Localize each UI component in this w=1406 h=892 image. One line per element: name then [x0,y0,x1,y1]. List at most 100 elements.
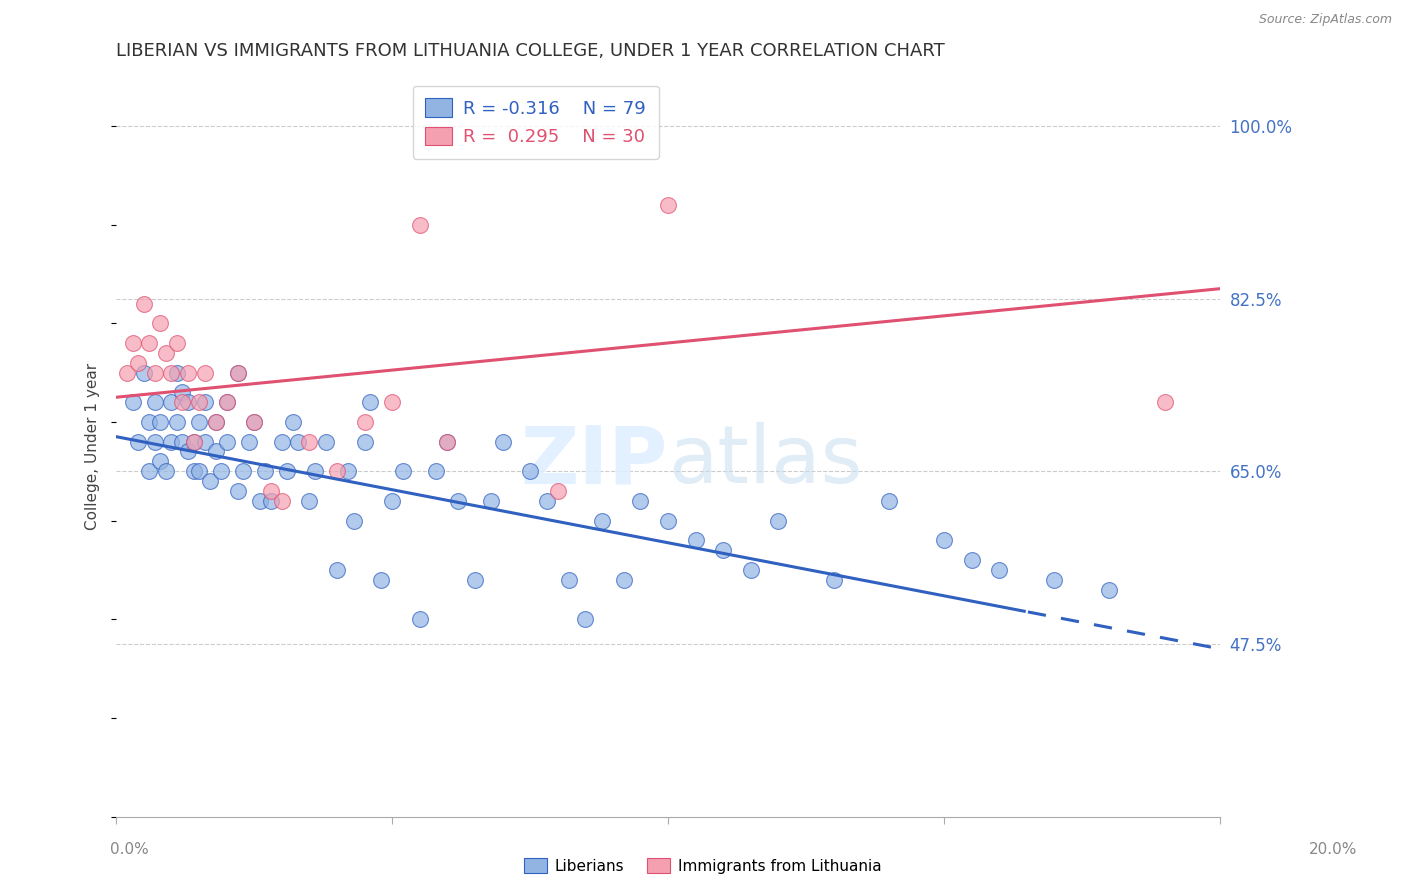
Point [226,483,249,498]
Point [226,366,249,380]
Point [177,366,200,380]
Point [238,434,260,449]
Point [260,493,283,508]
Point [232,464,254,478]
Point [359,395,381,409]
Point [370,573,392,587]
Point [823,573,845,587]
Point [172,395,194,409]
Point [260,483,283,498]
Point [447,493,470,508]
Text: atlas: atlas [668,423,862,500]
Point [326,563,349,577]
Point [519,464,541,478]
Point [392,464,415,478]
Point [193,395,215,409]
Point [143,395,166,409]
Point [160,395,183,409]
Point [711,543,734,558]
Point [353,415,375,429]
Point [188,415,211,429]
Text: ZIP: ZIP [520,423,668,500]
Point [298,434,321,449]
Text: 20.0%: 20.0% [1309,842,1357,856]
Point [209,464,232,478]
Legend: Liberians, Immigrants from Lithuania: Liberians, Immigrants from Lithuania [519,852,887,880]
Point [215,434,238,449]
Point [188,464,211,478]
Point [204,415,226,429]
Point [276,464,298,478]
Point [740,563,762,577]
Point [204,444,226,458]
Point [1098,582,1121,597]
Point [685,533,707,548]
Point [1043,573,1066,587]
Point [326,464,349,478]
Point [249,493,271,508]
Point [315,434,337,449]
Point [166,335,188,350]
Point [138,464,160,478]
Point [166,366,188,380]
Point [121,395,143,409]
Point [298,493,321,508]
Point [138,415,160,429]
Point [160,434,183,449]
Point [143,366,166,380]
Point [988,563,1011,577]
Point [132,296,155,310]
Point [183,464,205,478]
Point [193,434,215,449]
Point [536,493,558,508]
Point [381,493,404,508]
Point [591,514,613,528]
Point [464,573,486,587]
Point [436,434,458,449]
Point [127,434,149,449]
Point [481,493,503,508]
Point [657,514,679,528]
Point [166,415,188,429]
Point [183,434,205,449]
Point [342,514,364,528]
Point [768,514,790,528]
Text: Source: ZipAtlas.com: Source: ZipAtlas.com [1258,13,1392,27]
Point [149,316,172,330]
Point [188,395,211,409]
Point [243,415,266,429]
Point [960,553,983,567]
Text: LIBERIAN VS IMMIGRANTS FROM LITHUANIA COLLEGE, UNDER 1 YEAR CORRELATION CHART: LIBERIAN VS IMMIGRANTS FROM LITHUANIA CO… [117,42,945,60]
Point [254,464,277,478]
Point [409,612,432,626]
Point [877,493,900,508]
Point [215,395,238,409]
Point [304,464,326,478]
Point [613,573,636,587]
Point [177,395,200,409]
Point [353,434,375,449]
Point [270,434,292,449]
Point [177,444,200,458]
Point [198,474,221,488]
Point [143,434,166,449]
Point [172,434,194,449]
Point [160,366,183,380]
Legend: R = -0.316    N = 79, R =  0.295    N = 30: R = -0.316 N = 79, R = 0.295 N = 30 [413,86,658,159]
Point [932,533,955,548]
Point [243,415,266,429]
Point [121,335,143,350]
Point [138,335,160,350]
Point [132,366,155,380]
Point [193,366,215,380]
Point [337,464,360,478]
Point [381,395,404,409]
Point [630,493,652,508]
Text: 0.0%: 0.0% [110,842,149,856]
Point [574,612,596,626]
Point [657,198,679,212]
Point [425,464,447,478]
Point [287,434,309,449]
Point [436,434,458,449]
Point [281,415,304,429]
